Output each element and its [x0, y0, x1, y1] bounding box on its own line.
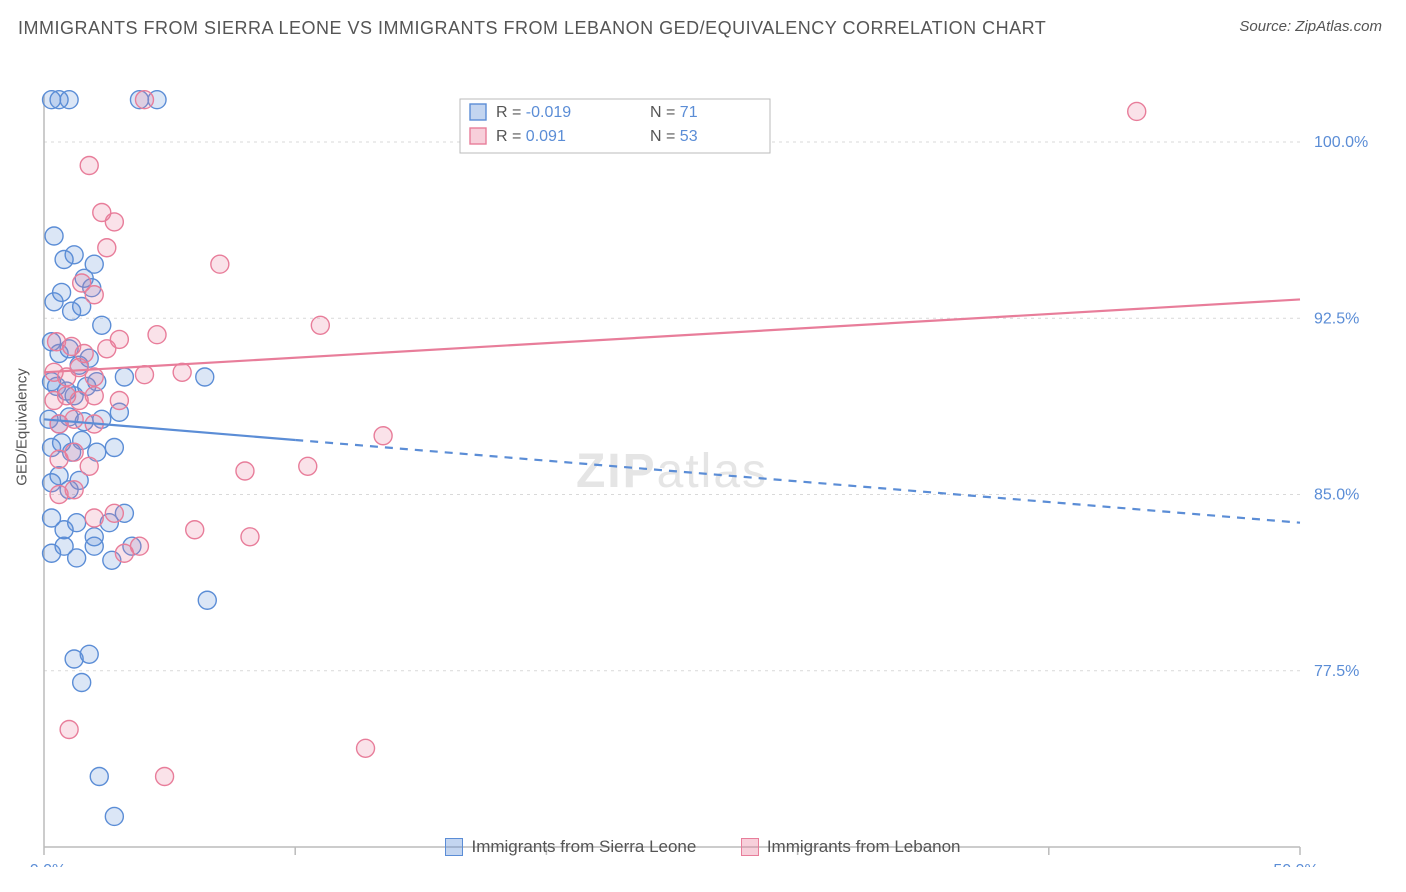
svg-text:77.5%: 77.5%: [1314, 663, 1359, 680]
svg-text:N = 71: N = 71: [650, 104, 698, 121]
svg-text:0.0%: 0.0%: [30, 862, 66, 867]
legend-item-lebanon: Immigrants from Lebanon: [741, 837, 961, 857]
svg-text:100.0%: 100.0%: [1314, 134, 1368, 151]
legend-bottom: Immigrants from Sierra Leone Immigrants …: [0, 837, 1406, 861]
svg-text:50.0%: 50.0%: [1273, 862, 1318, 867]
scatter-chart: 0.0%50.0%77.5%85.0%92.5%100.0%ZIPatlasR …: [0, 47, 1406, 867]
svg-text:R = -0.019: R = -0.019: [496, 104, 571, 121]
legend-item-sierra-leone: Immigrants from Sierra Leone: [445, 837, 696, 857]
chart-header: IMMIGRANTS FROM SIERRA LEONE VS IMMIGRAN…: [0, 0, 1406, 47]
swatch-lebanon: [741, 838, 759, 856]
source-link[interactable]: ZipAtlas.com: [1295, 18, 1382, 35]
svg-text:92.5%: 92.5%: [1314, 310, 1359, 327]
legend-label-lebanon: Immigrants from Lebanon: [767, 837, 961, 857]
chart-source: Source: ZipAtlas.com: [1239, 18, 1382, 35]
svg-text:85.0%: 85.0%: [1314, 487, 1359, 504]
chart-area: GED/Equivalency 0.0%50.0%77.5%85.0%92.5%…: [0, 47, 1406, 867]
svg-text:R = 0.091: R = 0.091: [496, 128, 566, 145]
chart-title: IMMIGRANTS FROM SIERRA LEONE VS IMMIGRAN…: [18, 18, 1046, 39]
source-prefix: Source:: [1239, 18, 1295, 35]
svg-text:N = 53: N = 53: [650, 128, 698, 145]
legend-label-sierra-leone: Immigrants from Sierra Leone: [471, 837, 696, 857]
swatch-sierra-leone: [445, 838, 463, 856]
